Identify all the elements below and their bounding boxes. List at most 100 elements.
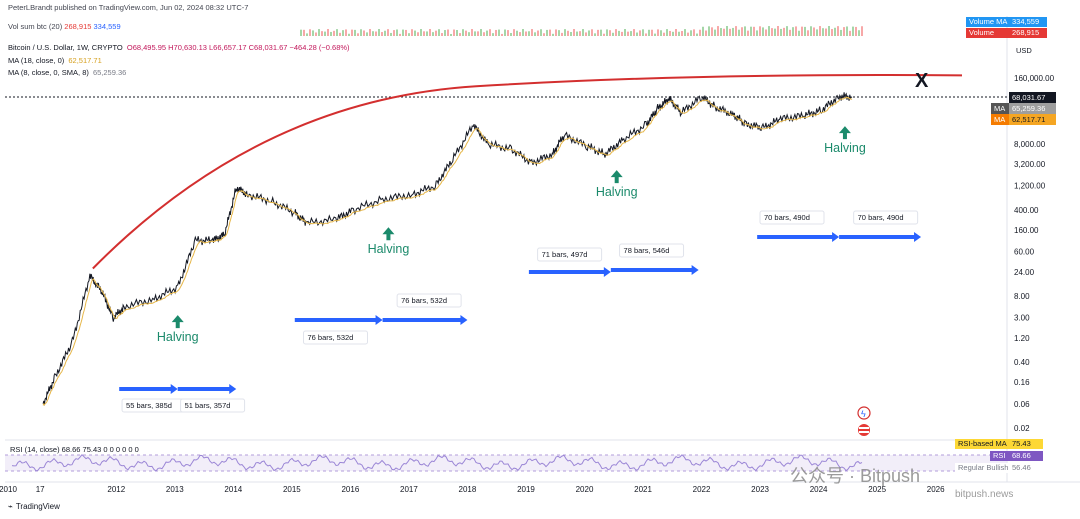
volume-bar: [558, 30, 560, 36]
volume-histogram: [300, 26, 863, 36]
volume-bar: [420, 29, 422, 36]
ma18-label[interactable]: MA (18, close, 0): [8, 55, 65, 65]
price-series[interactable]: [42, 92, 853, 406]
volume-bar: [666, 29, 668, 36]
time-tick-label: 2018: [459, 485, 477, 494]
volume-bar: [663, 32, 665, 36]
volume-bar: [531, 29, 533, 36]
price-axis-ticks: 160,000.00 8,000.00 3,200.00 1,200.00 400.00…: [1014, 74, 1055, 433]
rsi-ma-badge: RSI-based MA: [955, 439, 1009, 449]
time-tick-label: 2022: [693, 485, 711, 494]
tradingview-footer[interactable]: ⌁ TradingView: [8, 502, 60, 511]
volume-bar: [717, 26, 719, 36]
resistance-curve[interactable]: [92, 74, 963, 270]
price-tick-label: 24.00: [1014, 268, 1035, 277]
flag-icon[interactable]: [858, 424, 870, 436]
volume-bar: [639, 30, 641, 36]
volume-bar: [759, 26, 761, 36]
ma18-badge: 62,517.71: [1009, 114, 1056, 125]
volume-bar: [477, 31, 479, 36]
volume-bar: [516, 30, 518, 36]
volume-bar: [789, 29, 791, 36]
volume-bar: [654, 33, 656, 36]
volume-bar: [858, 30, 860, 36]
halving-label: Halving: [368, 242, 410, 256]
volume-bar: [843, 27, 845, 36]
volume-bar: [405, 29, 407, 36]
rsi-bullish-value-badge-text: 56.46: [1012, 463, 1031, 472]
flash-icon[interactable]: ϟ: [857, 406, 871, 420]
volume-bar: [564, 29, 566, 36]
wechat-watermark: 公众号 · Bitpush: [790, 466, 921, 486]
cycle-label-box: [302, 330, 368, 345]
time-tick-label: 2012: [107, 485, 125, 494]
volume-bar: [555, 29, 557, 36]
volume-bar: [783, 27, 785, 36]
volume-bar: [342, 30, 344, 36]
volume-bar: [543, 33, 545, 36]
cycle-label: 78 bars, 546d: [624, 246, 670, 255]
volume-bar: [636, 32, 638, 36]
volume-bar: [300, 29, 302, 36]
bitpush-watermark: bitpush.news: [955, 489, 1014, 500]
volume-bar: [747, 30, 749, 36]
cycle-label-box: [180, 398, 246, 413]
volume-bar: [642, 29, 644, 36]
volume-bar: [366, 32, 368, 36]
price-legend: Bitcoin / U.S. Dollar, 1W, CRYPTO O68,49…: [8, 42, 352, 80]
volume-bar: [588, 30, 590, 36]
cycle-arrow: 51 bars, 357d: [177, 384, 246, 413]
volume-bar: [720, 28, 722, 36]
volume-bar: [411, 29, 413, 36]
volume-bar: [600, 29, 602, 36]
ma8-label[interactable]: MA (8, close, 0, SMA, 8): [8, 68, 89, 77]
cycle-label: 55 bars, 385d: [126, 401, 172, 410]
volume-bar: [429, 29, 431, 36]
volume-bar: [426, 31, 428, 36]
volume-bar: [462, 29, 464, 36]
volume-bar: [384, 30, 386, 36]
volume-bar: [672, 31, 674, 36]
last-price-badge-text: 68,031.67: [1012, 93, 1045, 102]
cycle-label: 71 bars, 497d: [542, 250, 588, 259]
time-tick-label: 2017: [400, 485, 418, 494]
time-tick-label: 2010: [0, 485, 17, 494]
volume-bar: [792, 27, 794, 36]
volume-bar: [441, 33, 443, 36]
rsi-ma-badge-text: RSI-based MA: [958, 439, 1007, 448]
volume-bar: [687, 32, 689, 36]
volume-bar: [618, 30, 620, 36]
volume-bar: [651, 29, 653, 36]
volume-bar: [741, 27, 743, 36]
volume-bar: [330, 31, 332, 36]
volume-bar: [831, 29, 833, 36]
volume-bar: [378, 29, 380, 36]
volume-bar: [537, 30, 539, 36]
time-tick-label: 2013: [166, 485, 184, 494]
volume-bar: [762, 27, 764, 36]
volume-bar: [363, 30, 365, 36]
svg-text:ϟ: ϟ: [861, 409, 866, 419]
cycle-arrow: 70 bars, 490d: [757, 210, 840, 242]
volume-bar: [633, 29, 635, 36]
volume-bar: [609, 30, 611, 36]
price-tick-label: 0.06: [1014, 400, 1030, 409]
volume-bar: [312, 30, 314, 36]
volume-bar: [729, 28, 731, 36]
volume-ma-value-badge-text: 334,559: [1012, 17, 1039, 26]
price-line: [42, 92, 853, 406]
volume-value-2: 334,559: [93, 22, 121, 31]
symbol-label[interactable]: Bitcoin / U.S. Dollar, 1W, CRYPTO: [8, 43, 123, 52]
volume-bar: [336, 29, 338, 36]
price-tick-label: 0.16: [1014, 378, 1030, 387]
halving-marker: Halving: [157, 315, 199, 344]
volume-bar: [444, 30, 446, 36]
volume-badge: Volume: [966, 28, 1009, 38]
volume-bar: [357, 33, 359, 36]
volume-bar: [645, 33, 647, 36]
volume-ma-value-badge: 334,559: [1009, 17, 1047, 27]
price-tick-label: 0.40: [1014, 358, 1030, 367]
volume-bar: [810, 26, 812, 36]
price-tick-label: 1,200.00: [1014, 182, 1046, 191]
